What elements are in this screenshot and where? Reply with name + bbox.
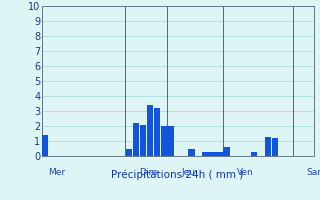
Bar (265, 137, 271, 156)
Bar (147, 105, 153, 156)
Text: Ven: Ven (237, 168, 254, 177)
Bar (126, 148, 132, 156)
Bar (132, 123, 139, 156)
Text: Mer: Mer (49, 168, 66, 177)
Bar (272, 138, 278, 156)
Bar (216, 152, 223, 156)
Bar (188, 148, 195, 156)
Bar (167, 126, 174, 156)
Bar (223, 147, 229, 156)
Bar (161, 126, 167, 156)
Bar (140, 124, 146, 156)
Bar (42, 135, 48, 156)
Bar (202, 152, 209, 156)
Text: Sam: Sam (307, 168, 320, 177)
Bar (209, 152, 216, 156)
Text: Dim: Dim (139, 168, 157, 177)
Text: Jeu: Jeu (181, 168, 195, 177)
Bar (154, 108, 160, 156)
X-axis label: Précipitations 24h ( mm ): Précipitations 24h ( mm ) (111, 170, 244, 180)
Bar (251, 152, 258, 156)
